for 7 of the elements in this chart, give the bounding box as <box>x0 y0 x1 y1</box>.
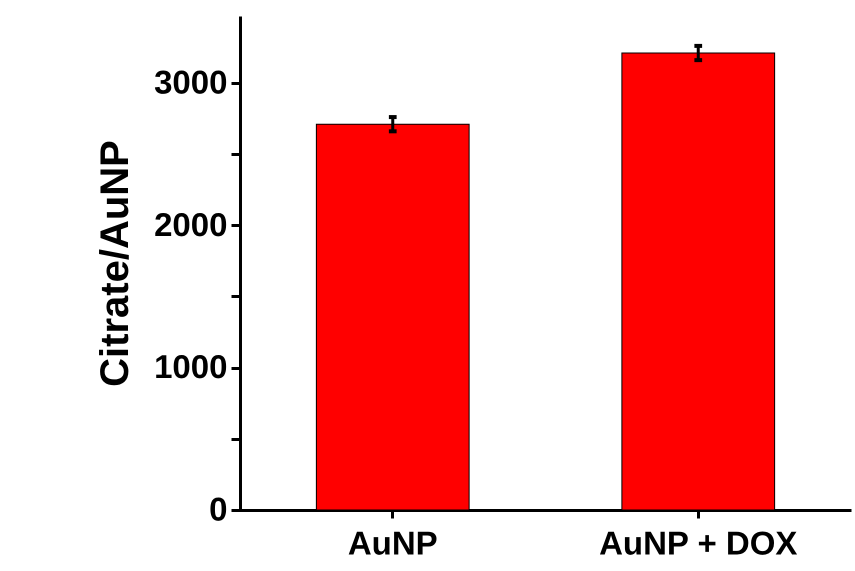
y-tick-label: 3000 <box>154 63 228 100</box>
x-tick-label: AuNP + DOX <box>599 524 798 562</box>
y-tick-label: 0 <box>209 490 228 528</box>
x-tick-label: AuNP <box>348 524 438 562</box>
y-axis-title: Citrate/AuNP <box>93 140 138 387</box>
y-tick-label: 1000 <box>154 348 228 386</box>
y-tick-label: 2000 <box>154 206 228 243</box>
